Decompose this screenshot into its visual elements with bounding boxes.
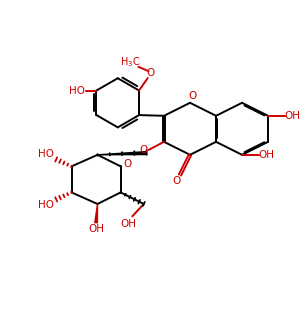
Text: O: O — [188, 92, 196, 101]
Text: OH: OH — [259, 150, 275, 160]
Text: OH: OH — [285, 111, 300, 121]
Text: O: O — [172, 177, 181, 186]
Text: OH: OH — [120, 219, 136, 229]
Text: HO: HO — [38, 149, 54, 159]
Polygon shape — [95, 204, 98, 223]
Text: HO: HO — [38, 199, 54, 210]
Text: O: O — [124, 159, 132, 169]
Text: O: O — [146, 68, 154, 78]
Text: H$_3$C: H$_3$C — [120, 55, 140, 69]
Text: HO: HO — [69, 86, 85, 95]
Text: OH: OH — [88, 224, 104, 233]
Text: O: O — [140, 146, 148, 156]
Polygon shape — [98, 152, 146, 155]
